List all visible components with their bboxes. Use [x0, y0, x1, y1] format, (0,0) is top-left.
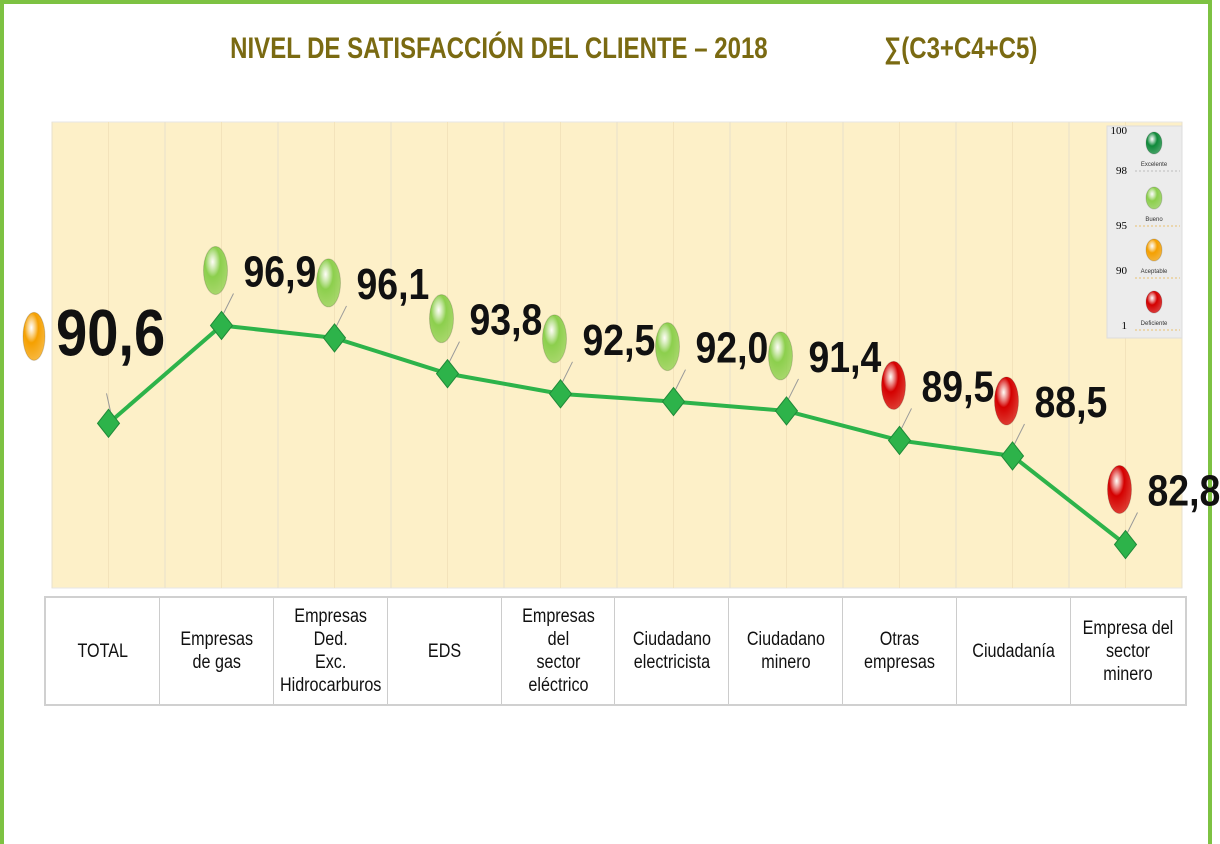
value-label: 96,9: [244, 247, 317, 297]
category-label: Empresas Ded. Exc. Hidrocarburos: [279, 606, 381, 696]
legend-scale-label: 1: [1122, 320, 1128, 332]
value-label: 88,5: [1035, 377, 1108, 427]
status-dot: [881, 360, 906, 410]
status-dot: [22, 311, 46, 361]
point-marker: [1000, 441, 1025, 471]
leader-line: [1127, 512, 1138, 533]
category-cell: Ciudadano electricista: [616, 598, 730, 704]
value-label: 82,8: [1148, 466, 1220, 516]
value-label: 93,8: [470, 295, 543, 345]
value-label: 96,1: [357, 259, 430, 309]
category-cell: Empresa del sector minero: [1071, 598, 1185, 704]
leader-line: [901, 408, 912, 429]
legend-dot: [1145, 290, 1163, 314]
category-label: Ciudadano minero: [746, 629, 825, 673]
category-cell: Empresas Ded. Exc. Hidrocarburos: [274, 598, 388, 704]
category-table: TOTAL Empresas de gas Empresas Ded. Exc. H…: [44, 596, 1187, 706]
legend-dot: [1145, 186, 1163, 210]
point-marker: [1113, 529, 1138, 560]
leader-line: [336, 305, 347, 327]
category-cell: Otras empresas: [843, 598, 958, 704]
leader-line: [675, 369, 686, 390]
leader-line: [106, 393, 111, 412]
status-dot: [655, 322, 680, 372]
leader-line: [788, 378, 799, 400]
point-marker: [887, 425, 912, 456]
legend-label: Deficiente: [1141, 321, 1168, 327]
category-cell: Empresas de gas: [160, 598, 274, 704]
legend-scale-label: 98: [1116, 165, 1128, 177]
legend-label: Bueno: [1145, 217, 1163, 223]
formula: ∑(C3+C4+C5): [884, 32, 1038, 65]
point-marker: [435, 358, 460, 389]
value-label: 92,5: [583, 315, 656, 365]
category-label: Ciudadanía: [972, 640, 1055, 662]
value-label: 90,6: [56, 296, 165, 369]
data-line: [107, 323, 1127, 547]
legend-scale-label: 100: [1111, 125, 1128, 137]
point-marker: [96, 408, 121, 439]
legend-scale-label: 95: [1116, 220, 1128, 232]
legend-panel: [1106, 125, 1183, 339]
status-dot: [316, 258, 341, 308]
legend-label: Excelente: [1141, 162, 1168, 168]
value-label: 92,0: [696, 323, 769, 373]
category-label: EDS: [427, 640, 461, 662]
legend-label: Aceptable: [1141, 269, 1168, 275]
status-dot: [429, 294, 454, 344]
value-label: 89,5: [922, 362, 995, 412]
category-label: Ciudadano electricista: [632, 629, 712, 673]
status-dot: [203, 245, 228, 295]
leader-line: [562, 361, 573, 383]
point-marker: [548, 379, 573, 409]
point-marker: [661, 386, 686, 417]
title: NIVEL DE SATISFACCIÓN DEL CLIENTE – 2018…: [0, 32, 1220, 66]
title-text: NIVEL DE SATISFACCIÓN DEL CLIENTE – 2018: [230, 32, 768, 65]
category-cell: Empresas del sector eléctrico: [502, 598, 616, 704]
leader-line: [223, 293, 234, 314]
point-marker: [322, 323, 347, 353]
category-cell: Ciudadanía: [957, 598, 1072, 704]
status-dot: [1107, 465, 1132, 515]
legend-dot: [1145, 238, 1163, 262]
category-cell: Ciudadano minero: [729, 598, 844, 704]
category-label: Empresas de gas: [179, 629, 253, 673]
category-label: Otras empresas: [864, 629, 936, 673]
category-label: Empresas del sector eléctrico: [521, 606, 595, 696]
leader-line: [1014, 423, 1025, 445]
status-dot: [994, 376, 1019, 426]
category-label: Empresa del sector minero: [1082, 617, 1174, 685]
status-dot: [542, 314, 567, 364]
legend-dot: [1145, 131, 1163, 155]
leader-line: [449, 341, 460, 362]
category-cell: EDS: [388, 598, 502, 704]
legend-scale-label: 90: [1116, 265, 1128, 277]
value-label: 91,4: [809, 332, 882, 382]
category-cell: TOTAL: [46, 598, 160, 704]
point-marker: [209, 310, 234, 341]
point-marker: [774, 396, 799, 426]
category-label: TOTAL: [77, 640, 128, 662]
status-dot: [768, 331, 793, 381]
